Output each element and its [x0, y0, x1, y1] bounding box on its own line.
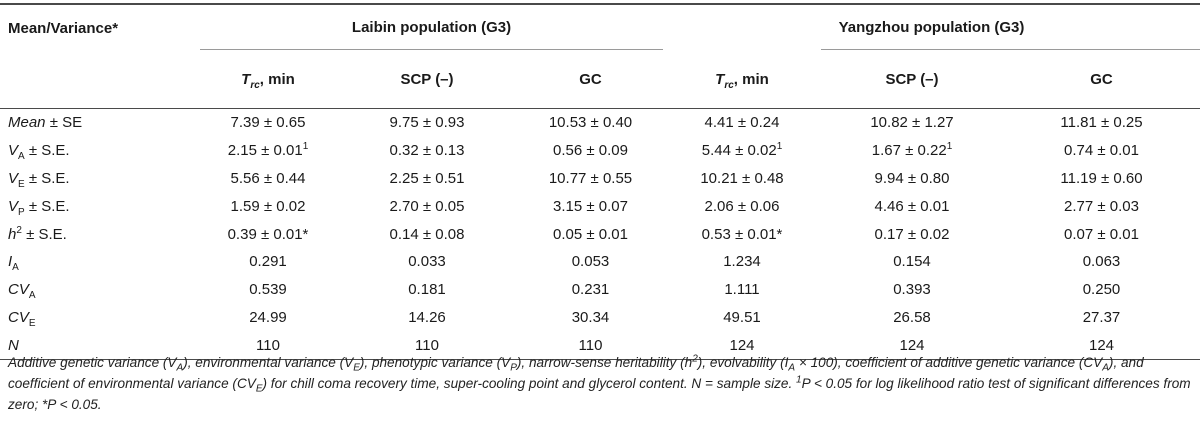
table-cell: 26.58	[893, 308, 931, 326]
table-body: Mean ± SE 7.39 ± 0.65 9.75 ± 0.93 10.53 ± 0…	[0, 109, 1200, 360]
table-cell: 0.05 ± 0.01	[553, 225, 628, 243]
table-cell: 124	[1088, 336, 1115, 354]
row-label: h2 ± S.E.	[8, 224, 67, 243]
column-header-row: Trc, min SCP (–) GC Trc, min SCP (–) GC	[0, 50, 1200, 109]
table-cell: 0.393	[893, 281, 931, 299]
table-cell: 10.53 ± 0.40	[548, 114, 633, 132]
row-label: CVE	[8, 308, 36, 329]
column-header-trc: Trc, min	[715, 70, 769, 91]
table-footnote: Additive genetic variance (VA), environm…	[8, 353, 1191, 412]
table-cell: 30.34	[571, 308, 610, 326]
table-row: CVA 0.539 0.181 0.231 1.111 0.393 0.250	[0, 276, 1200, 304]
table-cell: 0.231	[571, 281, 610, 299]
table-cell: 0.539	[249, 281, 287, 299]
corner-header: Mean/Variance*	[8, 20, 119, 37]
table-cell: 0.14 ± 0.08	[389, 225, 465, 243]
table-cell: 124	[899, 336, 925, 354]
table-cell: 2.25 ± 0.51	[389, 169, 465, 187]
table-cell: 0.291	[249, 253, 287, 271]
table-cell: 0.033	[408, 253, 446, 271]
table-cell: 0.154	[893, 253, 931, 271]
group-header-laibin: Laibin population (G3)	[351, 18, 512, 36]
table-row: IA 0.291 0.033 0.053 1.234 0.154 0.063	[0, 248, 1200, 276]
column-header-gc: GC	[579, 70, 602, 88]
table-cell: 0.181	[408, 281, 446, 299]
row-label: CVA	[8, 281, 36, 302]
table-cell: 49.51	[723, 308, 761, 326]
row-label: VA ± S.E.	[8, 142, 70, 163]
table-cell: 0.17 ± 0.02	[874, 225, 950, 243]
table-cell: 0.063	[1082, 253, 1121, 271]
row-label: N	[8, 336, 19, 354]
column-header-scp: SCP (–)	[885, 70, 939, 88]
table-cell: 1.234	[723, 253, 761, 271]
table-row: VA ± S.E. 2.15 ± 0.011 0.32 ± 0.13 0.56 ± 0…	[0, 137, 1200, 165]
table-cell: 2.06 ± 0.06	[704, 197, 780, 215]
table-cell: 110	[256, 336, 280, 354]
table-cell: 9.94 ± 0.80	[874, 169, 950, 187]
table-cell: 1.59 ± 0.02	[230, 197, 306, 215]
table-cell: 0.56 ± 0.09	[553, 142, 628, 160]
table-cell: 0.39 ± 0.01*	[227, 225, 309, 243]
column-header-scp: SCP (–)	[400, 70, 454, 88]
table-row: h2 ± S.E. 0.39 ± 0.01* 0.14 ± 0.08 0.05 ± 0…	[0, 220, 1200, 248]
table-cell: 2.15 ± 0.011	[227, 141, 309, 160]
table-cell: 27.37	[1082, 308, 1121, 326]
table-cell: 2.77 ± 0.03	[1064, 197, 1139, 215]
table-cell: 10.21 ± 0.48	[700, 169, 784, 187]
table-cell: 0.32 ± 0.13	[389, 142, 465, 160]
table-cell: 7.39 ± 0.65	[230, 114, 306, 132]
table-cell: 5.56 ± 0.44	[230, 169, 306, 187]
group-header-yangzhou: Yangzhou population (G3)	[838, 18, 1025, 36]
table-cell: 14.26	[408, 308, 446, 326]
row-label: IA	[8, 253, 19, 274]
group-header-row: Mean/Variance* Laibin population (G3) Ya…	[0, 5, 1200, 50]
table-cell: 5.44 ± 0.021	[701, 141, 783, 160]
table-cell: 3.15 ± 0.07	[553, 197, 628, 215]
table-cell: 10.82 ± 1.27	[870, 114, 954, 132]
table-cell: 1.67 ± 0.221	[871, 141, 953, 160]
table-cell: 110	[415, 336, 439, 354]
footnote-mark: 1	[302, 141, 309, 153]
table-cell: 10.77 ± 0.55	[548, 169, 633, 187]
footnote-mark: 1	[776, 141, 783, 153]
table-cell: 0.53 ± 0.01*	[701, 225, 783, 243]
table-cell: 11.19 ± 0.60	[1060, 169, 1143, 187]
row-label: VP ± S.E.	[8, 197, 70, 218]
table-cell: 2.70 ± 0.05	[389, 197, 465, 215]
row-label: Mean ± SE	[8, 114, 83, 132]
table-cell: 0.250	[1082, 281, 1121, 299]
table-cell: 9.75 ± 0.93	[389, 114, 465, 132]
column-header-gc: GC	[1090, 70, 1113, 88]
table-cell: 4.41 ± 0.24	[704, 114, 780, 132]
table-cell: 4.46 ± 0.01	[874, 197, 950, 215]
table-row: CVE 24.99 14.26 30.34 49.51 26.58 27.37	[0, 304, 1200, 332]
table-row: N 110 110 110 124 124 124	[0, 331, 1200, 359]
table-cell: 0.74 ± 0.01	[1064, 142, 1139, 160]
table-row: VP ± S.E. 1.59 ± 0.02 2.70 ± 0.05 3.15 ± 0.…	[0, 192, 1200, 220]
variance-table: Mean/Variance* Laibin population (G3) Ya…	[0, 3, 1200, 361]
footnote-mark: 1	[946, 141, 953, 153]
table-row: VE ± S.E. 5.56 ± 0.44 2.25 ± 0.51 10.77 ± 0…	[0, 165, 1200, 193]
table-row: Mean ± SE 7.39 ± 0.65 9.75 ± 0.93 10.53 ± 0…	[0, 109, 1200, 137]
table-cell: 11.81 ± 0.25	[1060, 114, 1143, 132]
table-cell: 110	[578, 336, 603, 354]
table-cell: 124	[729, 336, 755, 354]
row-label: VE ± S.E.	[8, 169, 70, 190]
column-header-trc: Trc, min	[241, 70, 295, 91]
table-cell: 1.111	[724, 281, 760, 299]
table-cell: 0.053	[571, 253, 610, 271]
table-cell: 24.99	[249, 308, 287, 326]
table-cell: 0.07 ± 0.01	[1064, 225, 1139, 243]
